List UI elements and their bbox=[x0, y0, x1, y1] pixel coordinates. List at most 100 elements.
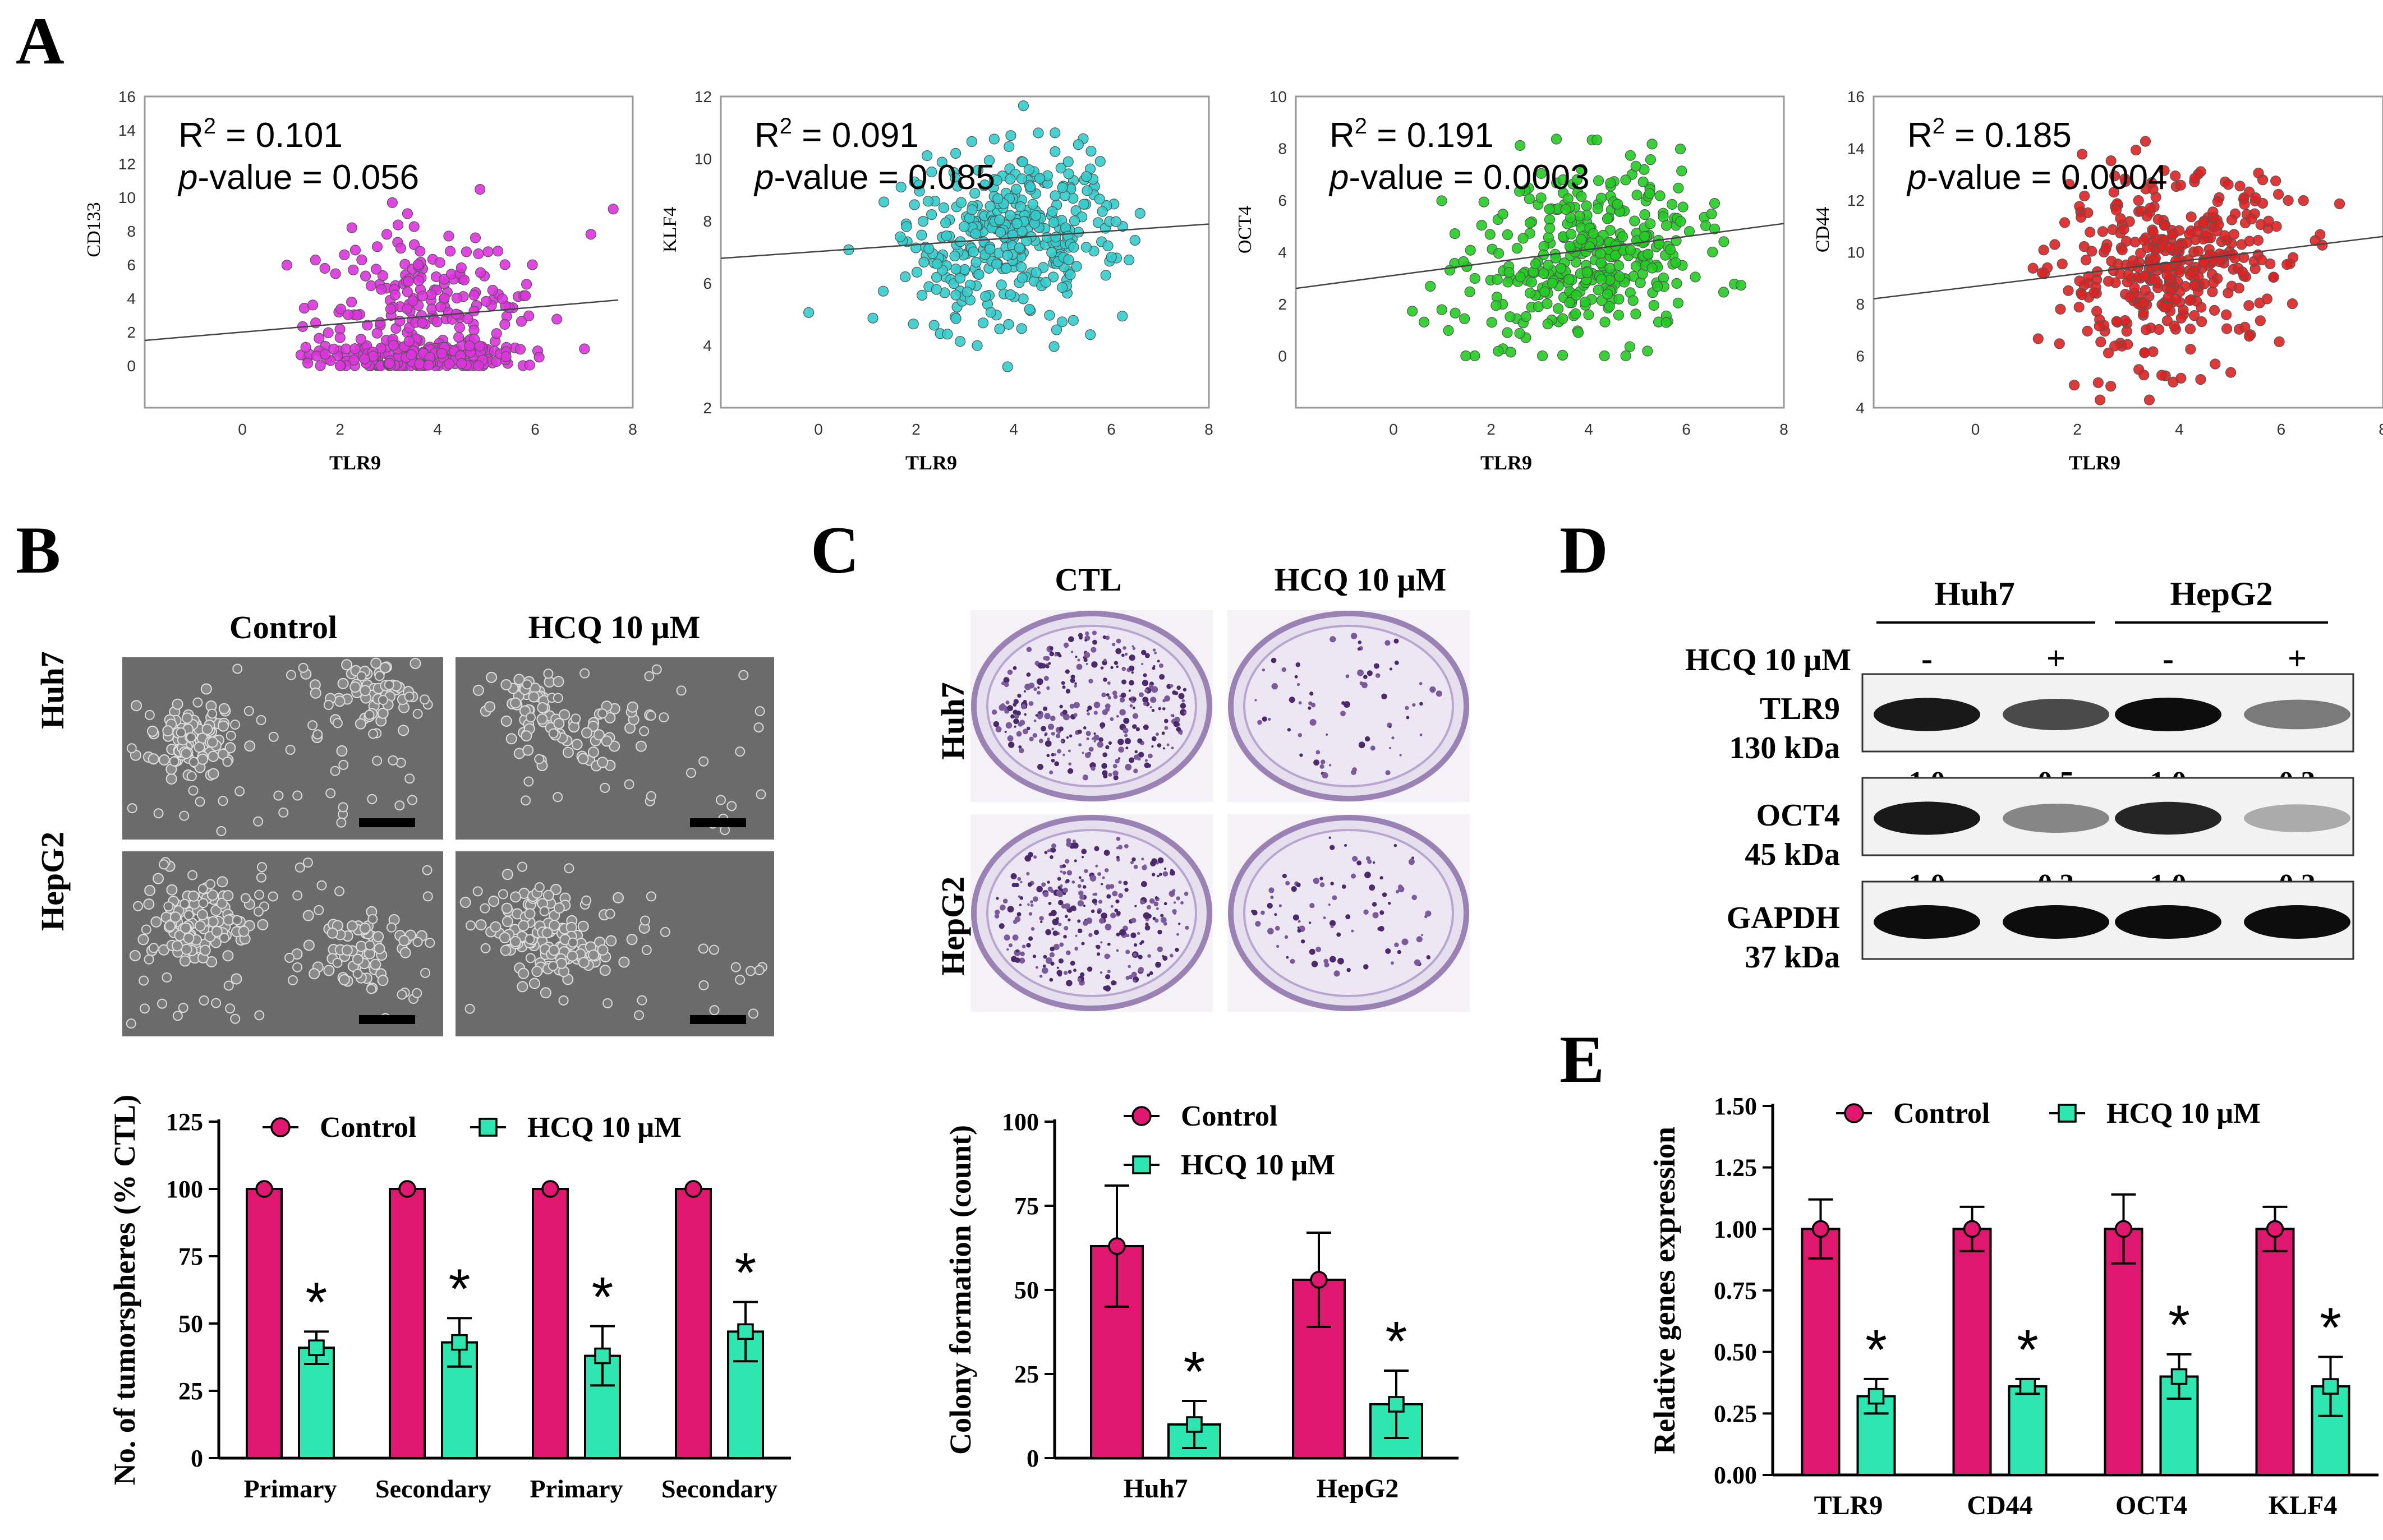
significance-star: * bbox=[2017, 1318, 2039, 1381]
legend-marker-hcq bbox=[1132, 1155, 1151, 1174]
bar-chart-e: 0.00 0.25 0.50 0.75 1.00 1.25 1.50 Relative gen… bbox=[1648, 1092, 2379, 1520]
mean-marker bbox=[737, 1323, 754, 1340]
y-tick-label: 125 bbox=[166, 1108, 203, 1136]
scatter-point bbox=[434, 257, 445, 268]
mean-marker bbox=[1963, 1220, 1981, 1238]
y-tick-label: 1.00 bbox=[1714, 1215, 1757, 1243]
y-axis-label: No. of tumorspheres (% CTL) bbox=[108, 1095, 141, 1485]
scatter-point bbox=[867, 312, 878, 324]
band bbox=[2115, 698, 2221, 731]
y-tick-label: 2 bbox=[703, 399, 712, 417]
scatter-point bbox=[349, 343, 361, 354]
blot-tlr9 bbox=[1861, 673, 2354, 753]
band bbox=[2003, 905, 2109, 939]
scatter-point bbox=[524, 359, 535, 371]
panel-label-e: E bbox=[1559, 1022, 1605, 1096]
scatter-point bbox=[320, 348, 331, 360]
y-tick-label: 0.25 bbox=[1714, 1400, 1757, 1427]
legend-marker-hcq bbox=[2058, 1104, 2077, 1123]
y-tick-label: 8 bbox=[703, 213, 712, 230]
mean-marker bbox=[1388, 1396, 1405, 1413]
band bbox=[2115, 905, 2221, 939]
scatter-point bbox=[436, 348, 448, 359]
mean-marker bbox=[2114, 1220, 2133, 1238]
scatter-point bbox=[551, 313, 563, 325]
plot-frame bbox=[144, 95, 634, 409]
x-tick-label: Primary bbox=[243, 1474, 337, 1503]
scatter-point bbox=[281, 260, 292, 271]
scatter-point bbox=[360, 270, 371, 282]
legend-label-control: Control bbox=[1181, 1100, 1277, 1132]
legend-label-hcq: HCQ 10 μM bbox=[527, 1112, 682, 1144]
y-tick-label: 0 bbox=[191, 1445, 203, 1472]
scatter-point bbox=[403, 335, 415, 347]
x-axis-label: TLR9 bbox=[329, 451, 381, 474]
p-value-label: p-value = 0.056 bbox=[177, 158, 419, 197]
scatter-point bbox=[413, 275, 425, 287]
legend: Control HCQ 10 μM bbox=[1124, 1100, 1335, 1181]
y-axis-label: CD133 bbox=[84, 202, 104, 257]
scatter-point bbox=[461, 246, 472, 257]
scatter-point bbox=[453, 331, 464, 343]
y-axis-label: KLF4 bbox=[660, 207, 680, 252]
scatter-point bbox=[492, 246, 504, 257]
y-tick-label: 0 bbox=[127, 357, 136, 375]
significance-star: * bbox=[306, 1271, 328, 1334]
y-tick-label: 25 bbox=[1014, 1361, 1039, 1388]
significance-star: * bbox=[2168, 1294, 2190, 1357]
scatter-point bbox=[585, 229, 596, 240]
plot-frame bbox=[720, 95, 1210, 409]
scatter-point bbox=[527, 259, 538, 270]
mean-marker bbox=[594, 1347, 611, 1364]
x-tick-label: TLR9 bbox=[1814, 1491, 1883, 1520]
legend-label-hcq: HCQ 10 μM bbox=[2106, 1098, 2261, 1129]
scatter-point bbox=[473, 248, 484, 260]
scatter-point bbox=[475, 267, 486, 278]
scatter-point bbox=[443, 230, 454, 242]
significance-star: * bbox=[592, 1266, 614, 1329]
legend-label-control: Control bbox=[1893, 1098, 1990, 1129]
scatter-point bbox=[362, 320, 373, 331]
scatter-point bbox=[381, 229, 393, 240]
scatter-point bbox=[343, 309, 354, 320]
mean-marker bbox=[2170, 1368, 2188, 1385]
scatter-point bbox=[444, 246, 456, 257]
scatter-point bbox=[314, 333, 325, 344]
scatter-point bbox=[377, 270, 389, 282]
y-tick-label: 75 bbox=[178, 1243, 203, 1270]
panel-label-d: D bbox=[1559, 513, 1608, 587]
scatter-point bbox=[520, 290, 531, 301]
x-tick-label: Huh7 bbox=[1124, 1474, 1188, 1504]
legend-marker-control bbox=[1131, 1106, 1152, 1126]
scatter-point bbox=[330, 268, 341, 279]
mean-marker bbox=[2322, 1378, 2339, 1395]
y-axis-label: Relative genes expression bbox=[1648, 1127, 1681, 1454]
scatter-point bbox=[468, 306, 480, 317]
mean-marker bbox=[1186, 1416, 1203, 1433]
x-tick-label: 4 bbox=[1009, 421, 1018, 438]
x-tick-label: KLF4 bbox=[2269, 1491, 2338, 1520]
scatter-point bbox=[376, 284, 387, 295]
scatter-point bbox=[389, 289, 401, 301]
band bbox=[2003, 804, 2109, 833]
scatter-point bbox=[302, 357, 314, 369]
scatter-point bbox=[334, 360, 346, 371]
y-tick-label: 6 bbox=[127, 256, 136, 274]
y-tick-label: 10 bbox=[694, 150, 712, 168]
bar-chart-b: 0 25 50 75 100 125 No. of tumorspheres (% CTL)… bbox=[108, 1095, 791, 1503]
y-tick-label: 0.00 bbox=[1714, 1461, 1757, 1489]
y-tick-label: 0.75 bbox=[1714, 1277, 1757, 1304]
bar-control bbox=[2255, 1228, 2295, 1476]
x-tick-label: Secondary bbox=[375, 1474, 491, 1503]
scatter-point bbox=[803, 307, 815, 318]
scatter-point bbox=[500, 351, 512, 362]
scatter-point bbox=[1092, 217, 1104, 228]
scatter-point bbox=[402, 303, 413, 315]
scatter-point bbox=[415, 246, 426, 257]
scatter-point bbox=[496, 293, 508, 305]
scatter-point bbox=[348, 264, 359, 275]
mean-marker bbox=[541, 1180, 559, 1198]
